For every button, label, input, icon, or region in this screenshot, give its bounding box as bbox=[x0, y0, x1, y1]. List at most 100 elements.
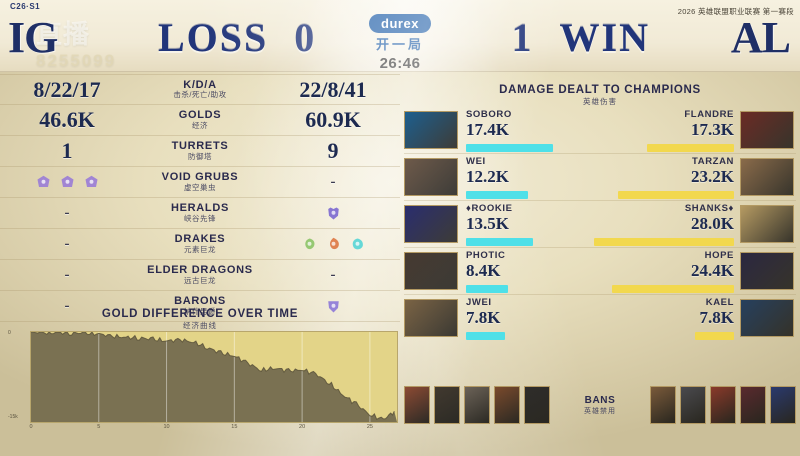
stat-label: TURRETS 防御塔 bbox=[134, 141, 266, 160]
ban-portrait bbox=[434, 386, 460, 424]
stat-value-right: - bbox=[330, 173, 336, 190]
ban-art bbox=[465, 387, 489, 423]
header-sheen bbox=[0, 0, 800, 71]
damage-left-side: JWEI 7.8K bbox=[460, 296, 600, 340]
stat-row: VOID GRUBS 虚空巢虫 - bbox=[0, 167, 400, 198]
ban-art bbox=[741, 387, 765, 423]
champion-portrait-left bbox=[404, 158, 458, 196]
ban-portrait bbox=[464, 386, 490, 424]
player-name-left: SOBORO bbox=[466, 108, 512, 120]
stat-label-en: K/D/A bbox=[183, 78, 217, 91]
drake-ocean-icon bbox=[352, 238, 363, 249]
ban-portrait bbox=[404, 386, 430, 424]
stat-label-en: VOID GRUBS bbox=[161, 171, 239, 184]
right-score: 1 bbox=[511, 15, 534, 60]
bans-right bbox=[628, 386, 796, 424]
damage-value-right: 23.2K bbox=[691, 167, 734, 186]
ban-portrait bbox=[740, 386, 766, 424]
stat-label-cn: 远古巨龙 bbox=[184, 275, 216, 285]
stat-value-right bbox=[266, 237, 400, 252]
stat-value-left: 8/22/17 bbox=[33, 76, 101, 102]
damage-bar-left bbox=[466, 191, 528, 199]
player-name-right: KAEL bbox=[705, 297, 734, 308]
champion-portrait-right bbox=[740, 110, 794, 149]
chart-x-tick-label: 5 bbox=[97, 424, 101, 430]
player-name-left: PHOTIC bbox=[466, 250, 506, 261]
grub-icon bbox=[85, 175, 97, 187]
portrait-art bbox=[741, 159, 793, 195]
ban-art bbox=[711, 387, 735, 423]
damage-left-side: PHOTIC 8.4K bbox=[460, 249, 600, 293]
damage-value-left: 7.8K bbox=[466, 308, 501, 327]
league-title: 2026 英雄联盟职业联赛 第一赛段 bbox=[677, 7, 794, 16]
stat-label-en: DRAKES bbox=[174, 233, 226, 246]
stat-label: BARONS 纳什男爵 bbox=[134, 296, 266, 315]
portrait-art bbox=[405, 159, 457, 195]
stat-value-right: 60.9K bbox=[305, 107, 361, 132]
right-result-label: WIN bbox=[559, 15, 650, 60]
stat-label: GOLDS 经济 bbox=[134, 110, 266, 129]
team-stats-table: 8/22/17 K/D/A 击杀/死亡/助攻 22/8/41 46.6K GOLDS 经济 6… bbox=[0, 74, 400, 322]
champion-portrait-left bbox=[404, 299, 458, 337]
damage-row: PHOTIC 8.4K HOPE 24.4K bbox=[404, 247, 796, 294]
stat-label-en: ELDER DRAGONS bbox=[147, 264, 253, 277]
header-bar: 直播 8255099 C26·S1 IG AL LOSS 0 1 WIN dur… bbox=[0, 0, 800, 72]
chart-x-tick-label: 20 bbox=[299, 424, 306, 430]
player-name-left: ♦ROOKIE bbox=[466, 203, 513, 214]
ban-art bbox=[681, 387, 705, 423]
damage-value-left: 13.5K bbox=[466, 214, 509, 233]
portrait-art bbox=[741, 253, 793, 289]
ban-art bbox=[495, 387, 519, 423]
player-name-left: WEI bbox=[466, 156, 486, 167]
chart-x-tick-label: 15 bbox=[231, 424, 238, 430]
chart-y-axis-top-label: 0 bbox=[8, 330, 11, 336]
baron-icon bbox=[327, 300, 339, 312]
stat-row: - BARONS 纳什男爵 bbox=[0, 291, 400, 322]
portrait-art bbox=[741, 111, 793, 148]
ban-art bbox=[405, 387, 429, 423]
damage-right-side: KAEL 7.8K bbox=[600, 296, 740, 340]
stat-value-left bbox=[0, 175, 134, 190]
stat-row: - HERALDS 峡谷先锋 bbox=[0, 198, 400, 229]
chart-x-axis: 0 5 10 15 20 25 bbox=[29, 424, 398, 434]
damage-bar-left bbox=[466, 285, 508, 293]
damage-value-right: 24.4K bbox=[691, 261, 734, 280]
portrait-art bbox=[405, 253, 457, 289]
player-name-right: HOPE bbox=[704, 250, 734, 261]
stat-label-cn: 经济 bbox=[192, 120, 208, 130]
ban-art bbox=[651, 387, 675, 423]
damage-bar-right bbox=[617, 191, 734, 199]
player-name-right: FLANDRE bbox=[684, 108, 734, 120]
player-name-right: SHANKS♦ bbox=[684, 203, 734, 214]
stat-label: VOID GRUBS 虚空巢虫 bbox=[134, 172, 266, 191]
damage-value-right: 17.3K bbox=[691, 119, 734, 139]
player-name-right: TARZAN bbox=[692, 156, 734, 167]
stat-row: - ELDER DRAGONS 远古巨龙 - bbox=[0, 260, 400, 291]
stat-value-right: - bbox=[330, 266, 336, 283]
stat-label-cn: 防御塔 bbox=[188, 151, 212, 161]
champion-portrait-right bbox=[740, 252, 794, 290]
stat-value-left: - bbox=[64, 204, 70, 221]
gold-chart-title: GOLD DIFFERENCE OVER TIME 经济曲线 bbox=[101, 308, 299, 330]
chart-area-series bbox=[31, 332, 397, 422]
damage-right-side: FLANDRE 17.3K bbox=[600, 108, 740, 152]
stat-label: ELDER DRAGONS 远古巨龙 bbox=[134, 265, 266, 284]
damage-value-right: 7.8K bbox=[699, 308, 734, 327]
match-timer: 26:46 bbox=[379, 55, 421, 72]
season-badge: C26·S1 bbox=[10, 2, 41, 11]
champion-portrait-left bbox=[404, 252, 458, 290]
portrait-art bbox=[405, 300, 457, 336]
damage-value-left: 17.4K bbox=[466, 119, 509, 139]
champion-portrait-right bbox=[740, 205, 794, 243]
sponsor-tagline: 开一局 bbox=[375, 37, 424, 52]
player-name-left: JWEI bbox=[466, 297, 492, 308]
damage-row: ♦ROOKIE 13.5K SHANKS♦ 28.0K bbox=[404, 200, 796, 247]
stat-label: K/D/A 击杀/死亡/助攻 bbox=[134, 78, 266, 99]
ban-portrait bbox=[770, 386, 796, 424]
champion-portrait-left bbox=[404, 205, 458, 243]
drake-chemtech-icon bbox=[304, 238, 314, 249]
stat-value-left: 1 bbox=[61, 138, 73, 163]
chart-x-tick-label: 0 bbox=[29, 424, 33, 430]
damage-bar-right bbox=[612, 285, 734, 293]
